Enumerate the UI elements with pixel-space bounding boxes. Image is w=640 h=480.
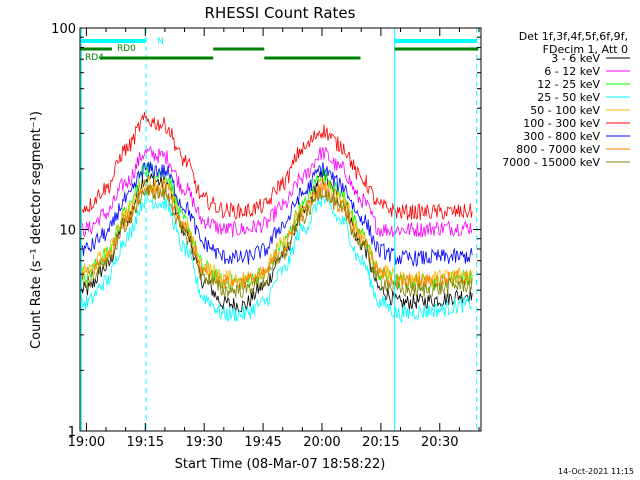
series-line-8 (81, 184, 473, 299)
x-tick-label: 20:00 (303, 435, 340, 450)
flag-label-rd4: RD4 (85, 53, 104, 63)
series-line-0 (81, 171, 473, 313)
x-tick-label: 20:30 (421, 435, 458, 450)
x-tick-label: 19:15 (127, 435, 164, 450)
chart-title: RHESSI Count Rates (205, 4, 356, 22)
legend-header-line: Det 1f,3f,4f,5f,6f,9f, (519, 30, 628, 43)
legend-label: 7000 - 15000 keV (502, 156, 600, 169)
series-line-1 (81, 145, 473, 238)
legend-label: 50 - 100 keV (530, 104, 600, 117)
series-line-7 (81, 181, 473, 291)
legend-label: 100 - 300 keV (523, 117, 600, 130)
series-layer (81, 112, 473, 324)
x-tick-label: 19:30 (185, 435, 222, 450)
legend-label: 300 - 800 keV (523, 130, 600, 143)
x-tick-label: 19:45 (244, 435, 281, 450)
timestamp: 14-Oct-2021 11:15 (558, 467, 634, 476)
flag-label-rd0: RD0 (117, 44, 136, 54)
series-line-6 (81, 161, 473, 268)
legend-label: 800 - 7000 keV (516, 143, 600, 156)
y-tick-label: 10 (59, 224, 76, 239)
y-axis-label: Count Rate (s⁻¹ detector segment⁻¹) (29, 111, 44, 349)
series-line-3 (81, 191, 473, 324)
legend-label: 6 - 12 keV (544, 65, 600, 78)
legend-label: 25 - 50 keV (537, 91, 600, 104)
legend-label: 3 - 6 keV (551, 52, 600, 65)
legend: Det 1f,3f,4f,5f,6f,9f,FDecim 1, Att 03 -… (502, 30, 630, 169)
x-tick-label: 20:15 (362, 435, 399, 450)
series-line-2 (81, 163, 473, 291)
series-line-5 (81, 112, 473, 221)
x-axis-label: Start Time (08-Mar-07 18:58:22) (175, 457, 386, 472)
x-tick-label: 19:00 (68, 435, 105, 450)
flag-label-n: N (157, 37, 164, 47)
y-tick-label: 100 (51, 22, 76, 37)
axis-layer: 19:00 19:15 19:30 19:45 20:00 20:15 20:30 1 10 10… (51, 22, 481, 450)
y-tick-label: 1 (68, 425, 76, 440)
legend-label: 12 - 25 keV (537, 78, 600, 91)
legend-header-line: FDecim 1, Att 0 (543, 43, 628, 56)
